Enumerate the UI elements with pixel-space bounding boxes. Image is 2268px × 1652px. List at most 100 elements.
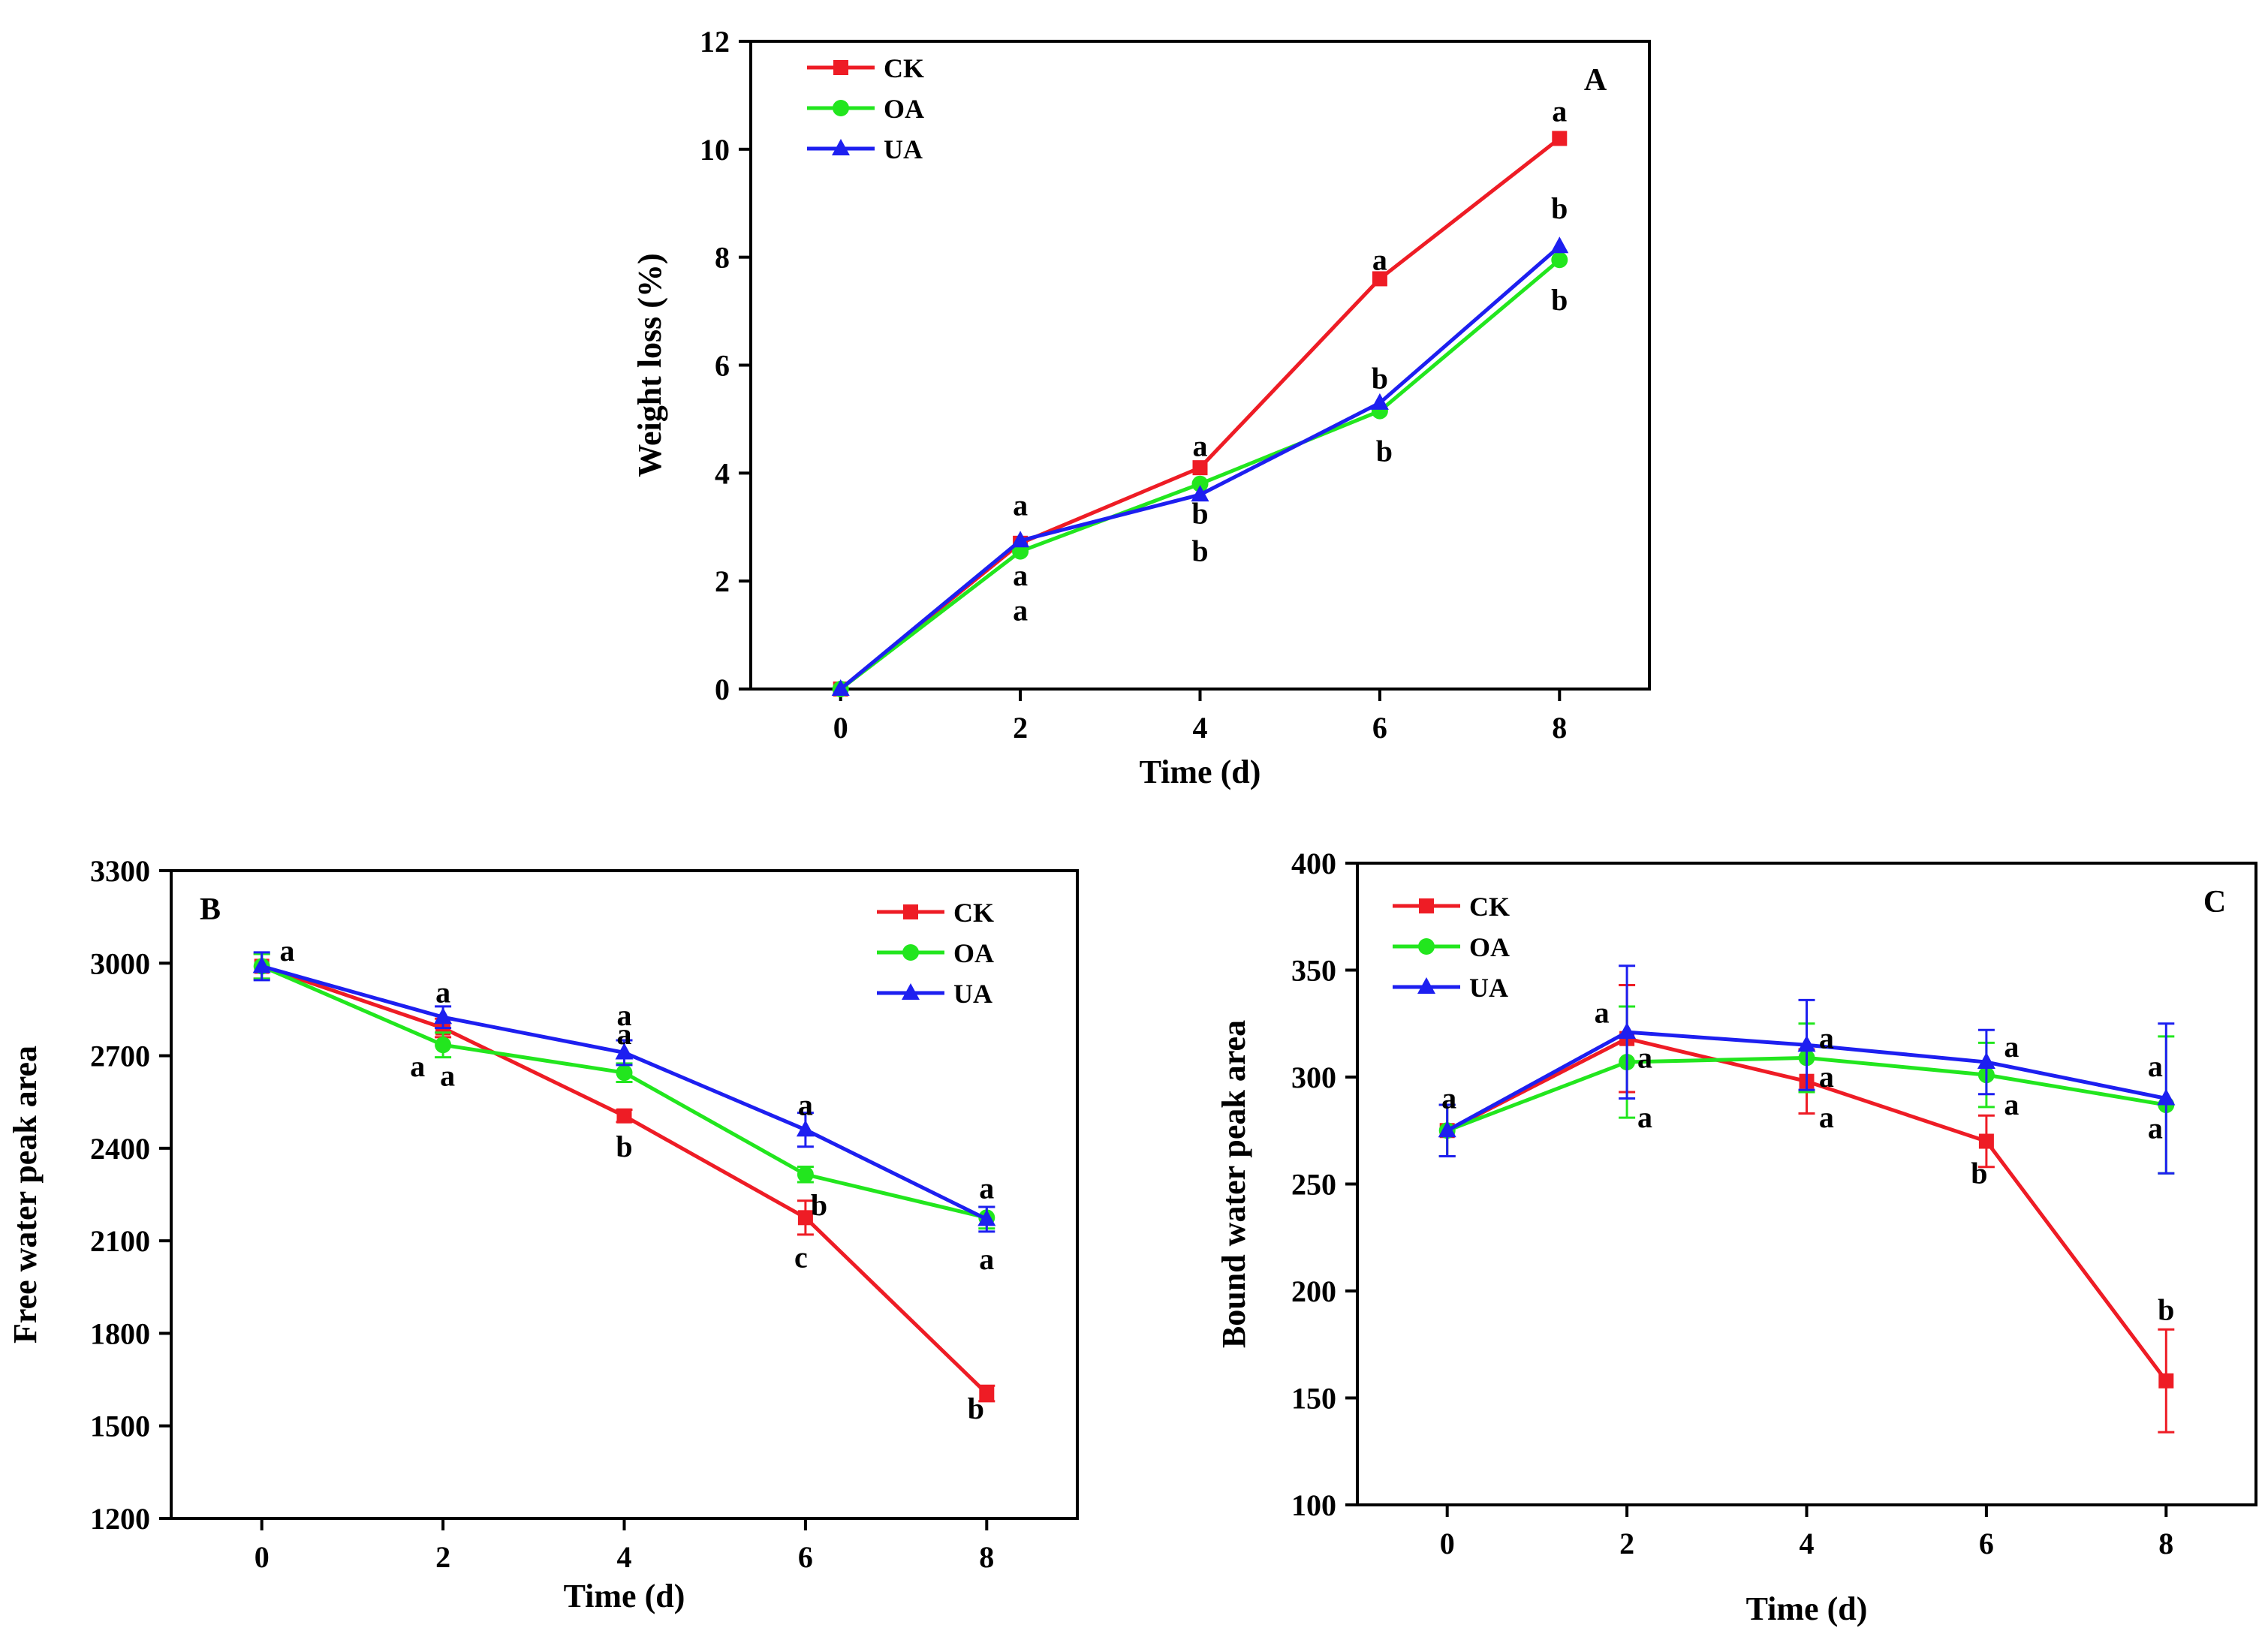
significance-label: a [435,975,450,1009]
y-tick-label: 2400 [90,1132,150,1166]
data-point [797,1166,814,1183]
data-point [797,1210,813,1226]
significance-label: a [410,1049,425,1083]
y-tick-label: 350 [1291,954,1336,988]
significance-label: a [2004,1088,2019,1121]
significance-label: a [1013,558,1028,592]
significance-label: a [440,1058,455,1092]
legend: CK OA UA [1393,892,1510,1003]
data-point [616,1064,633,1082]
legend-marker [832,139,850,155]
legend-marker [1419,898,1434,913]
significance-label: a [1819,1060,1834,1094]
significance-label: b [1551,283,1568,317]
data-point [1978,1133,1994,1149]
legend-label: OA [884,94,924,124]
x-axis-label: Time (d) [1746,1590,1868,1627]
significance-label: a [979,1171,994,1205]
significance-label: a [617,1017,632,1051]
series-ua [252,951,996,1233]
y-tick-label: 1200 [90,1502,150,1536]
significance-label: b [1191,534,1208,568]
x-tick-label: 6 [1979,1527,1994,1560]
x-tick-label: 6 [798,1540,813,1574]
legend-label: UA [1469,973,1508,1003]
data-point [1550,236,1569,254]
x-axis-label: Time (d) [564,1578,685,1614]
data-point [1191,475,1209,492]
legend-marker [903,904,918,919]
significance-label: a [2148,1049,2163,1083]
legend: CK OA UA [877,898,994,1009]
data-point [616,1108,632,1124]
x-tick-label: 4 [617,1540,632,1574]
data-point [1372,271,1387,287]
data-point [1797,1035,1816,1052]
legend-marker [1417,977,1435,994]
significance-label: a [979,1242,994,1276]
significance-label: a [2148,1111,2163,1145]
y-tick-label: 150 [1291,1382,1336,1416]
legend-label: CK [1469,892,1510,922]
y-tick-label: 300 [1291,1061,1336,1094]
data-point [1192,460,1208,476]
significance-label: a [1819,1022,1834,1055]
y-tick-label: 12 [700,25,730,59]
significance-label: a [1552,94,1567,128]
data-point [796,1120,815,1137]
y-tick-label: 100 [1291,1488,1336,1522]
data-point [2157,1088,2176,1106]
x-tick-label: 2 [1013,711,1028,745]
data-point [977,1209,996,1226]
series-ua [831,236,1569,696]
legend: CK OA UA [807,53,924,164]
data-point [1438,1121,1456,1138]
y-axis-label: Weight loss (%) [631,253,668,477]
significance-label: a [1819,1100,1834,1134]
x-tick-label: 8 [1552,711,1567,745]
panel-label: C [2203,885,2226,919]
significance-label: a [1595,996,1610,1030]
x-tick-label: 0 [1440,1527,1455,1560]
significance-label: b [1372,361,1388,395]
significance-label: a [1441,1082,1456,1115]
plot-frame [170,869,1079,1520]
data-point [252,956,271,973]
series-ua [1438,964,2176,1175]
significance-label: b [811,1188,827,1222]
legend-label: CK [884,53,924,83]
chart-b: 0 2 4 6 8 1200 1500 1800 2100 2400 2700 3000 3300 Tim… [7,854,1079,1614]
significance-label: a [617,998,632,1032]
y-tick-label: 2100 [90,1224,150,1258]
panel-label: B [200,892,221,927]
y-tick-label: 2 [715,564,730,598]
y-tick-label: 1800 [90,1316,150,1350]
legend-marker [902,944,919,961]
y-tick-label: 1500 [90,1410,150,1443]
significance-label: a [798,1088,813,1121]
significance-label: b [1191,496,1208,530]
significance-label: a [1637,1100,1652,1134]
significance-label: a [1637,1040,1652,1074]
legend-marker [902,983,920,1000]
x-tick-label: 6 [1372,711,1387,745]
y-tick-label: 250 [1291,1168,1336,1202]
data-point [1977,1052,1995,1070]
significance-label: a [279,934,294,967]
x-tick-label: 8 [979,1540,994,1574]
data-point [1618,1022,1637,1040]
data-point [1552,131,1568,146]
data-point [2158,1373,2174,1389]
significance-label: b [616,1130,632,1163]
legend-marker [1418,938,1435,955]
legend-label: OA [953,938,994,968]
significance-label: b [1376,435,1393,468]
x-tick-label: 2 [1619,1527,1634,1560]
x-tick-label: 0 [255,1540,270,1574]
data-point [615,1043,634,1060]
x-tick-label: 0 [833,711,848,745]
significance-label: a [1372,242,1387,276]
panel-label: A [1584,63,1607,98]
